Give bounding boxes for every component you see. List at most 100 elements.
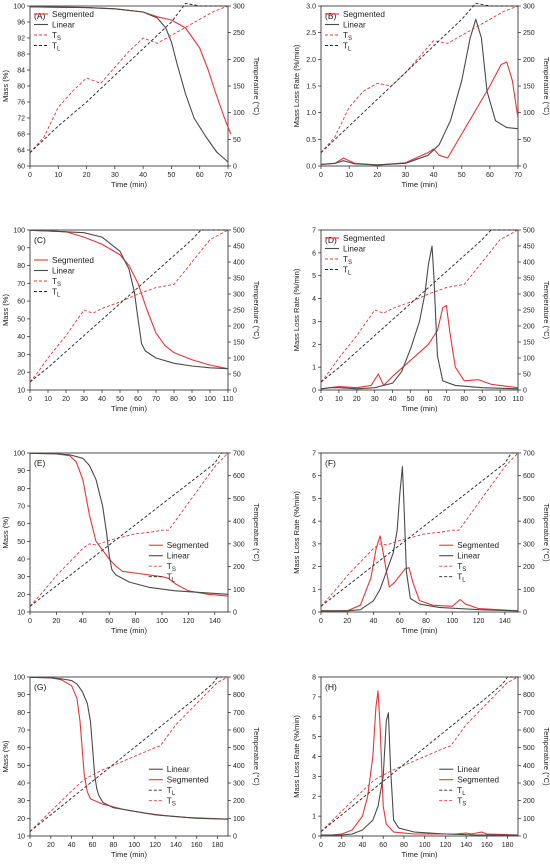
legend-label-tl: TL: [167, 786, 176, 797]
y2-tick-label: 150: [523, 84, 535, 91]
legend-subscript: L: [462, 578, 466, 584]
series-line-lin: [321, 466, 519, 612]
series-line-ts: [29, 452, 229, 607]
y2-tick-label: 50: [233, 372, 241, 379]
y2-tick-label: 200: [523, 57, 535, 64]
y2-tick-label: 300: [233, 4, 245, 11]
x-tick-label: 0: [28, 842, 32, 849]
series-line-seg: [320, 304, 519, 390]
x-axis-title: Time (min): [111, 626, 147, 635]
legend-label-lin: Linear: [167, 765, 190, 774]
y2-tick-label: 200: [233, 324, 245, 331]
y2-axis-title: Temperature (°C): [252, 57, 261, 116]
y-tick-label: 1.0: [306, 110, 316, 117]
y-axis-title: Mass Loss Rate (%/min): [292, 268, 301, 351]
y-tick-label: 40: [17, 781, 25, 788]
y2-tick-label: 700: [233, 710, 245, 717]
y-tick-label: 1: [312, 365, 316, 372]
x-tick-label: 10: [54, 172, 62, 179]
y-tick-label: 96: [17, 20, 25, 27]
x-tick-label: 180: [502, 842, 514, 849]
y-tick-label: 60: [17, 299, 25, 306]
x-axis-title: Time (min): [111, 180, 147, 189]
legend-subscript: L: [172, 791, 176, 797]
x-tick-label: 10: [345, 172, 353, 179]
plot-frame: [29, 5, 229, 167]
chart-panel-5: 0 20 40 60 80 100 120 140 10 20 30 40 50 60 70 80 90 100 0…: [1, 451, 261, 636]
y2-tick-label: 0: [523, 834, 527, 841]
legend-subscript: L: [462, 791, 466, 797]
panel-label: (H): [325, 682, 337, 692]
y2-tick-label: 400: [233, 763, 245, 770]
y2-tick-label: 400: [233, 260, 245, 267]
y2-tick-label: 150: [233, 84, 245, 91]
y-tick-label: 92: [17, 36, 25, 43]
x-tick-label: 100: [128, 842, 140, 849]
x-tick-label: 100: [204, 396, 216, 403]
y-axis-title: Mass (%): [1, 69, 10, 102]
y2-tick-label: 350: [233, 276, 245, 283]
legend-label-ts: TS: [343, 255, 352, 266]
legend-subscript: L: [57, 47, 61, 53]
plot-frame: [320, 676, 519, 837]
legend-label-tl: TL: [457, 573, 466, 584]
x-tick-label: 60: [89, 842, 97, 849]
plot-frame: [320, 452, 519, 613]
y2-tick-label: 400: [233, 519, 245, 526]
y-tick-label: 2.0: [306, 57, 316, 64]
y2-tick-label: 50: [523, 137, 531, 144]
y-axis-title: Mass Loss Rate (%/min): [292, 715, 301, 798]
y2-tick-label: 0: [233, 610, 237, 617]
x-tick-label: 60: [379, 842, 387, 849]
y2-tick-label: 900: [523, 675, 535, 682]
y2-tick-label: 600: [233, 473, 245, 480]
y2-tick-label: 500: [233, 745, 245, 752]
x-tick-label: 160: [481, 842, 493, 849]
x-tick-label: 40: [430, 172, 438, 179]
y-tick-label: 30: [17, 798, 25, 805]
x-tick-label: 40: [98, 396, 106, 403]
y-tick-label: 6: [312, 714, 316, 721]
x-tick-label: 60: [196, 172, 204, 179]
y2-tick-label: 600: [523, 728, 535, 735]
y-tick-label: 50: [17, 539, 25, 546]
y-tick-label: 5: [312, 734, 316, 741]
y-axis-title: Mass (%): [1, 516, 10, 549]
y-tick-label: 80: [17, 263, 25, 270]
legend-label-seg: Segmented: [167, 541, 209, 550]
y2-tick-label: 500: [233, 228, 245, 235]
y2-tick-label: 300: [523, 781, 535, 788]
x-tick-label: 50: [407, 396, 415, 403]
y2-tick-label: 400: [523, 519, 535, 526]
series-line-seg: [320, 61, 519, 166]
x-tick-label: 120: [473, 618, 485, 625]
x-tick-label: 80: [170, 396, 178, 403]
x-tick-label: 140: [499, 618, 511, 625]
y2-axis-title: Temperature (°C): [252, 503, 261, 562]
y2-tick-label: 100: [523, 816, 535, 823]
x-tick-label: 20: [373, 172, 381, 179]
y2-tick-label: 500: [523, 496, 535, 503]
legend-label-seg: Segmented: [52, 256, 94, 265]
y-tick-label: 76: [17, 100, 25, 107]
x-tick-label: 0: [319, 396, 323, 403]
y-tick-label: 60: [17, 745, 25, 752]
x-tick-label: 180: [212, 842, 224, 849]
chart-panel-2: 0 10 20 30 40 50 60 70 0.0 0.5 1.0 1.5 2.0 2.5 3.0 0 50 1…: [292, 2, 550, 189]
series-line-ts: [29, 676, 229, 832]
x-tick-label: 80: [460, 396, 468, 403]
y2-tick-label: 0: [523, 388, 527, 395]
y-tick-label: 4: [312, 296, 316, 303]
y-tick-label: 3: [312, 774, 316, 781]
y-tick-label: 50: [17, 316, 25, 323]
x-tick-label: 20: [53, 618, 61, 625]
y-tick-label: 6: [312, 473, 316, 480]
x-tick-label: 90: [188, 396, 196, 403]
legend-label-seg: Segmented: [343, 234, 385, 243]
y-tick-label: 20: [17, 592, 25, 599]
y2-axis-title: Temperature (°C): [542, 57, 550, 116]
chart-panel-7: 0 20 40 60 80 100 120 140 160 180 10 20 30 40 50 60 70 80…: [1, 675, 261, 860]
y-tick-label: 7: [312, 694, 316, 701]
series-line-tl: [320, 676, 518, 832]
